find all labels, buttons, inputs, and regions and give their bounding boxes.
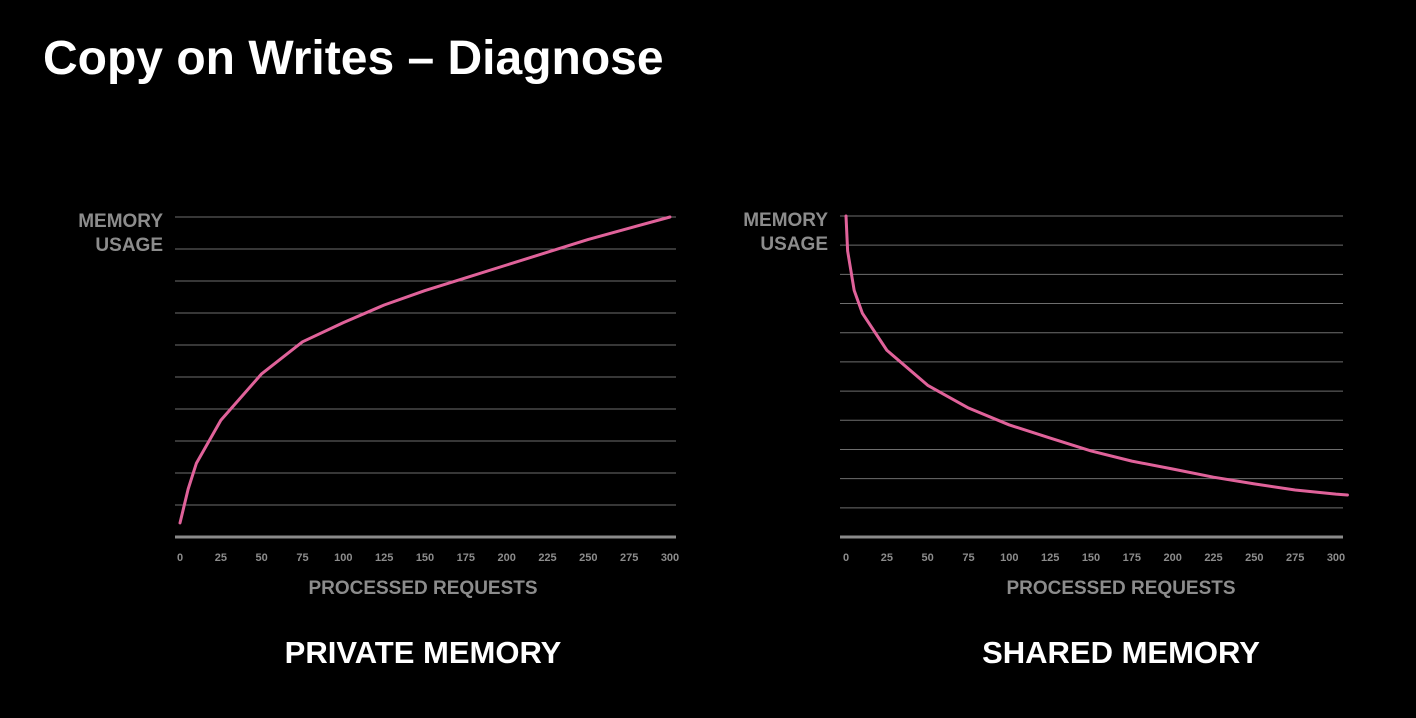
x-tick-label: 250 (579, 552, 597, 564)
x-tick-label: 275 (1286, 552, 1304, 564)
x-tick-label: 300 (1327, 552, 1345, 564)
x-tick-label: 25 (881, 552, 893, 564)
y-axis-label-line: MEMORY (78, 211, 163, 232)
chart-title: PRIVATE MEMORY (285, 635, 562, 670)
x-axis-label: PROCESSED REQUESTS (308, 578, 537, 599)
x-tick-label: 275 (620, 552, 638, 564)
y-axis-label: MEMORY USAGE (78, 211, 163, 256)
data-line (178, 215, 672, 525)
x-tick-label: 200 (497, 552, 515, 564)
y-axis-label-line: USAGE (95, 235, 163, 256)
y-axis-label-line: USAGE (760, 234, 828, 255)
y-axis-label-line: MEMORY (743, 210, 828, 231)
x-tick-label: 175 (457, 552, 475, 564)
x-tick-label: 50 (922, 552, 934, 564)
x-tick-label: 225 (1204, 552, 1222, 564)
x-tick-label: 25 (215, 552, 227, 564)
x-tick-label: 150 (416, 552, 434, 564)
x-tick-label: 50 (256, 552, 268, 564)
x-axis-label: PROCESSED REQUESTS (1006, 578, 1235, 599)
x-tick-label: 0 (843, 552, 849, 564)
x-tick-label: 150 (1082, 552, 1100, 564)
data-line (844, 214, 1349, 497)
x-tick-label: 125 (1041, 552, 1059, 564)
chart-title: SHARED MEMORY (982, 635, 1260, 670)
x-tick-label: 200 (1163, 552, 1181, 564)
page-title: Copy on Writes – Diagnose (43, 32, 664, 85)
y-axis-label: MEMORY USAGE (743, 210, 828, 255)
x-tick-label: 175 (1123, 552, 1141, 564)
x-tick-label: 0 (177, 552, 183, 564)
x-tick-label: 125 (375, 552, 393, 564)
x-tick-label: 75 (296, 552, 308, 564)
x-tick-label: 300 (661, 552, 679, 564)
x-tick-label: 100 (334, 552, 352, 564)
x-tick-label: 75 (962, 552, 974, 564)
x-tick-label: 100 (1000, 552, 1018, 564)
x-tick-label: 250 (1245, 552, 1263, 564)
x-tick-label: 225 (538, 552, 556, 564)
